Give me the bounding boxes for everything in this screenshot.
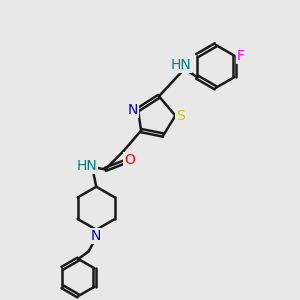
Text: HN: HN	[76, 159, 97, 173]
Text: N: N	[91, 229, 101, 243]
Text: S: S	[176, 109, 185, 123]
Text: N: N	[128, 103, 138, 117]
Text: F: F	[237, 49, 245, 63]
Text: HN: HN	[170, 58, 191, 72]
Text: O: O	[124, 153, 135, 167]
